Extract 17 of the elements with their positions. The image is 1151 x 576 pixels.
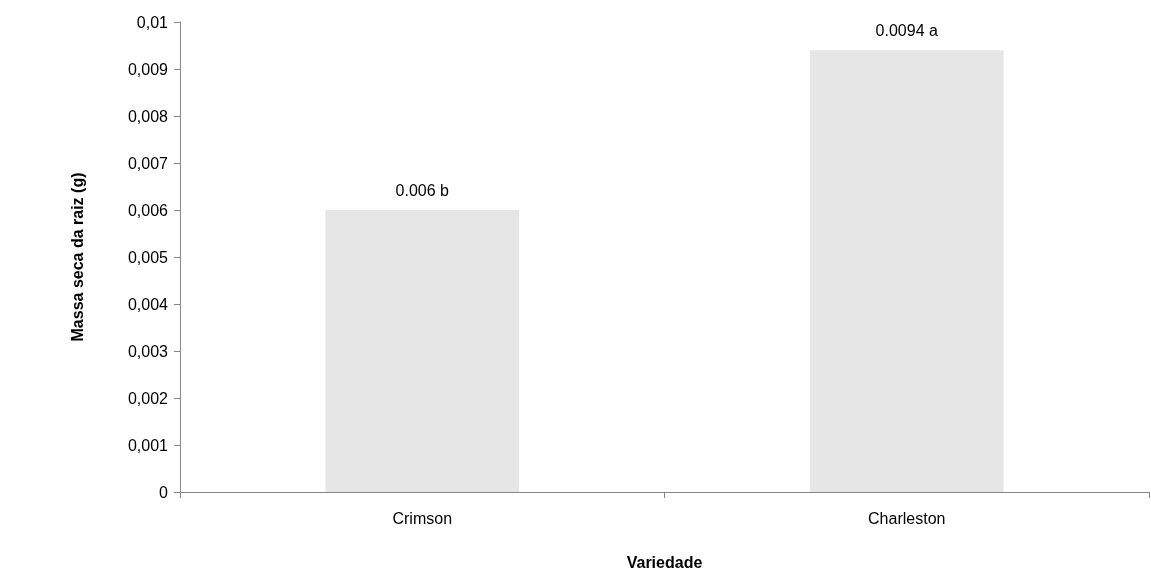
y-tick-label: 0,002 (127, 389, 169, 407)
x-tick-label: Charleston (868, 509, 946, 527)
y-tick-label: 0,006 (127, 201, 169, 219)
y-tick-label: 0,001 (127, 436, 169, 454)
y-tick-label: 0,003 (127, 342, 169, 360)
y-axis-title: Massa seca da raiz (g) (68, 172, 86, 342)
x-axis-title: Variedade (626, 553, 703, 571)
y-tick-label: 0,004 (127, 295, 169, 313)
y-tick-label: 0,01 (136, 13, 169, 31)
y-tick-label: 0,008 (127, 107, 169, 125)
data-label: 0.006 b (395, 181, 450, 199)
y-tick-label: 0,007 (127, 154, 169, 172)
y-tick-label: 0 (159, 483, 169, 501)
data-label: 0.0094 a (875, 21, 938, 39)
y-tick-label: 0,005 (127, 248, 169, 266)
x-tick-label: Crimson (392, 509, 453, 527)
y-tick-label: 0,009 (127, 60, 169, 78)
